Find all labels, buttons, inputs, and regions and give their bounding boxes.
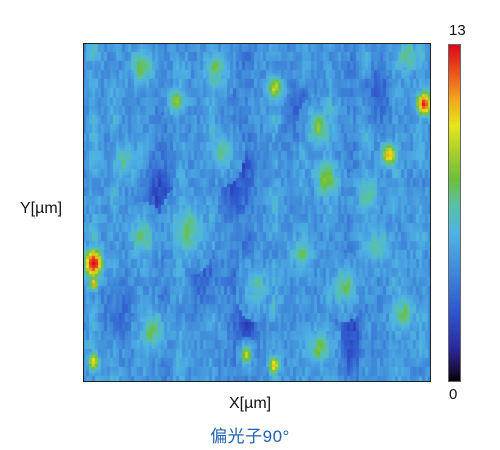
colorbar-min-label: 0 [449, 386, 458, 403]
heatmap-plot-area [83, 43, 431, 382]
colorbar-max-label: 13 [449, 22, 466, 39]
y-axis-label: Y[µm] [20, 200, 63, 217]
colorbar [448, 44, 461, 382]
x-axis-label: X[µm] [229, 395, 272, 412]
figure-caption: 偏光子90° [210, 427, 290, 446]
heatmap-canvas [83, 43, 431, 382]
